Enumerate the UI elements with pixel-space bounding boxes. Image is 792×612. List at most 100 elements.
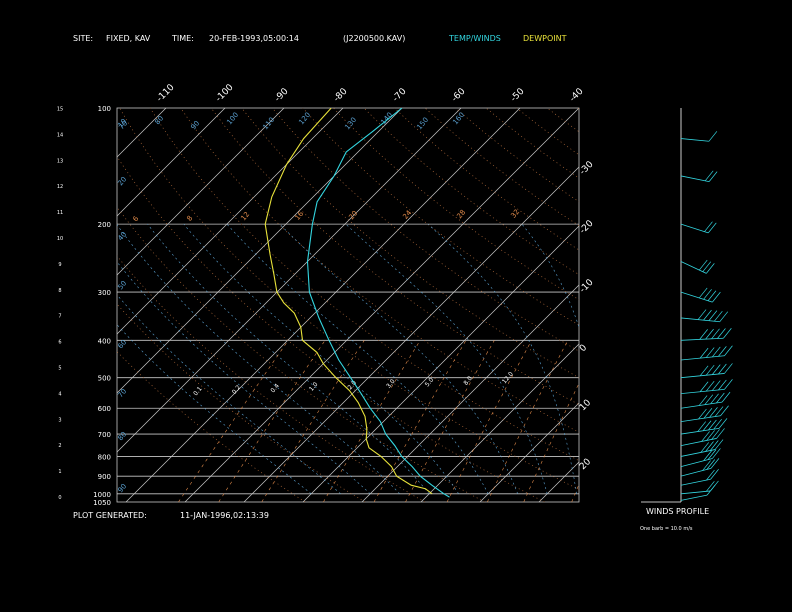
wind-feather-400-2 <box>711 328 720 340</box>
left-theta-label-4: 60 <box>116 338 128 350</box>
isobar-grid <box>116 107 580 503</box>
mixing-ratio-3 <box>405 340 495 502</box>
moist-adiabat-25 <box>427 223 577 494</box>
wind-feather-350-1 <box>714 310 723 322</box>
height-label-11: 11 <box>57 210 63 216</box>
isotherm--130 <box>0 108 48 502</box>
dry-adiabat-340 <box>241 108 579 379</box>
dry-adiabat-label-28: 28 <box>455 208 467 220</box>
wind-feather-400-4 <box>699 329 708 340</box>
isotherm-label-0: 0 <box>578 343 589 354</box>
file-id: (J2200500.KAV) <box>343 34 405 43</box>
wind-feather-250-1 <box>702 261 712 272</box>
site-label: SITE: <box>73 34 93 43</box>
dry-adiabat-280 <box>117 206 485 502</box>
wind-feather-400-0 <box>723 328 732 339</box>
dry-adiabat-label-8: 8 <box>185 214 194 223</box>
wind-feather-600-2 <box>710 393 719 405</box>
mixing-ratio-5 <box>446 340 532 502</box>
wind-feather-550-3 <box>705 380 715 392</box>
background-lines <box>0 108 792 502</box>
pressure-label-300: 300 <box>98 289 111 297</box>
wind-feather-550-4 <box>699 381 709 392</box>
mixing-ratio-8 <box>487 340 569 502</box>
theta-label-70: 70 <box>117 119 129 131</box>
wind-barb-550 <box>680 388 725 395</box>
height-label-7: 7 <box>58 314 61 320</box>
dry-adiabat-380 <box>363 108 579 275</box>
left-theta-label-6: 80 <box>116 430 128 442</box>
plot-frame <box>116 107 580 503</box>
moist-adiabat--20 <box>117 324 312 495</box>
height-label-3: 3 <box>58 417 61 423</box>
wind-feather-120-0 <box>708 131 718 142</box>
dry-adiabat-270 <box>117 255 425 502</box>
legend-dewpoint: DEWPOINT <box>523 34 567 43</box>
wind-feather-600-1 <box>716 392 725 404</box>
height-label-9: 9 <box>58 262 61 268</box>
mixing-ratio-12 <box>523 382 579 502</box>
left-theta-label-7: 90 <box>116 482 128 494</box>
height-label-2: 2 <box>58 443 61 449</box>
wind-feather-500-0 <box>724 363 733 374</box>
mixing-ratio-0.2 <box>218 340 326 502</box>
wind-feather-700-3 <box>702 420 712 431</box>
dry-adiabat-510 <box>761 108 792 502</box>
wind-feather-450-0 <box>724 345 733 356</box>
wind-barb-200 <box>680 223 709 234</box>
wind-feather-700-4 <box>697 421 707 432</box>
mixing-ratio-label-3.0: 3.0 <box>385 378 397 390</box>
wind-barb-450 <box>680 355 725 361</box>
time-label: TIME: <box>171 34 194 43</box>
moist-adiabat--5 <box>117 224 400 495</box>
dry-adiabat-490 <box>700 108 792 502</box>
wind-feather-300-2 <box>703 289 712 300</box>
wind-feather-800-3 <box>700 442 710 453</box>
sounding-profiles <box>264 108 450 498</box>
legend-temp: TEMP/WINDS <box>448 34 501 43</box>
generated-value: 11-JAN-1996,02:13:39 <box>180 511 269 520</box>
wind-feather-600-3 <box>704 394 714 405</box>
wind-feather-150-1 <box>704 170 714 182</box>
wind-feather-850-0 <box>712 448 721 459</box>
wind-feather-800-0 <box>714 439 724 450</box>
mixing-ratio-label-5.0: 5.0 <box>424 376 436 388</box>
moist-adiabat-15 <box>279 223 518 494</box>
left-theta-label-2: 40 <box>116 230 128 242</box>
dry-adiabat-290 <box>117 155 545 502</box>
wind-barb-700 <box>680 428 720 435</box>
wind-feather-250-0 <box>706 263 715 274</box>
wind-feather-650-1 <box>714 406 724 417</box>
wind-feather-200-0 <box>708 222 717 234</box>
wind-feather-650-0 <box>720 405 729 416</box>
wind-barb-600 <box>680 401 723 409</box>
dry-adiabat-410 <box>455 108 579 203</box>
mixing-ratio-2 <box>373 340 467 502</box>
pressure-label-800: 800 <box>98 453 111 461</box>
height-label-15: 15 <box>57 107 63 113</box>
moist-adiabat--15 <box>117 294 341 495</box>
height-label-10: 10 <box>57 236 63 242</box>
mixing-ratio-label-0.4: 0.4 <box>269 382 281 394</box>
wind-feather-700-2 <box>708 419 717 431</box>
dry-adiabat-label-24: 24 <box>401 208 413 220</box>
dry-adiabat-500 <box>730 108 792 502</box>
moist-adiabat-40 <box>665 224 676 494</box>
wind-barb-250 <box>680 261 707 274</box>
isotherm--20 <box>302 225 579 502</box>
isotherm--30 <box>243 166 579 502</box>
height-label-14: 14 <box>57 132 63 138</box>
wind-barb-120 <box>680 138 709 142</box>
dry-adiabat-420 <box>485 108 579 179</box>
time-value: 20-FEB-1993,05:00:14 <box>209 34 299 43</box>
moist-adiabat-20 <box>345 223 548 494</box>
wind-feather-800-1 <box>710 440 719 451</box>
wind-feather-700-0 <box>718 418 728 429</box>
wind-feather-950-1 <box>706 469 715 481</box>
winds-profile-title: WINDS PROFILE <box>646 507 709 516</box>
wind-feather-500-2 <box>711 364 721 375</box>
pressure-label-700: 700 <box>98 431 111 439</box>
left-theta-label-0: 10 <box>116 117 128 129</box>
wind-barb-650 <box>680 415 721 423</box>
